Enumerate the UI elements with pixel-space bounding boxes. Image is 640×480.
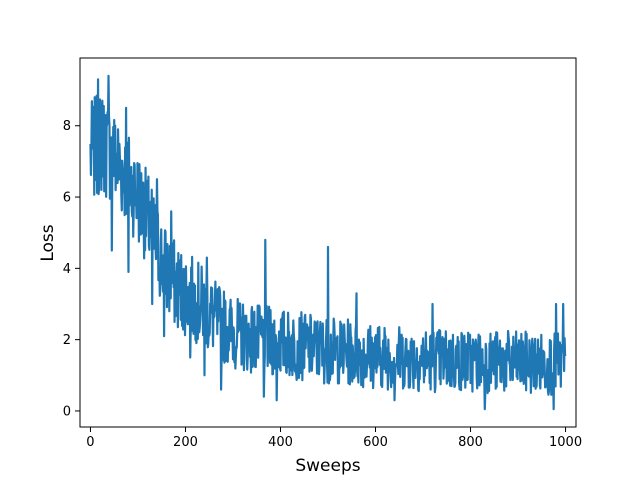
y-axis: 0 2 4 6 8 [63, 119, 80, 419]
y-tick-label: 4 [63, 262, 71, 277]
x-axis-title: Sweeps [295, 456, 360, 476]
loss-series-line [89, 74, 567, 411]
x-tick-label: 1000 [549, 435, 582, 450]
y-tick-label: 8 [63, 119, 71, 134]
x-tick-label: 600 [363, 435, 388, 450]
y-tick-label: 0 [63, 404, 71, 419]
x-tick-label: 0 [86, 435, 94, 450]
x-axis: 0 200 400 600 800 1000 [86, 427, 582, 450]
y-axis-title: Loss [38, 224, 58, 261]
plot-frame [79, 57, 577, 428]
y-tick-label: 2 [63, 333, 71, 348]
x-tick-label: 400 [268, 435, 293, 450]
y-tick-label: 6 [63, 191, 71, 206]
x-tick-label: 200 [173, 435, 198, 450]
x-tick-label: 800 [458, 435, 483, 450]
series-layer [89, 74, 567, 411]
